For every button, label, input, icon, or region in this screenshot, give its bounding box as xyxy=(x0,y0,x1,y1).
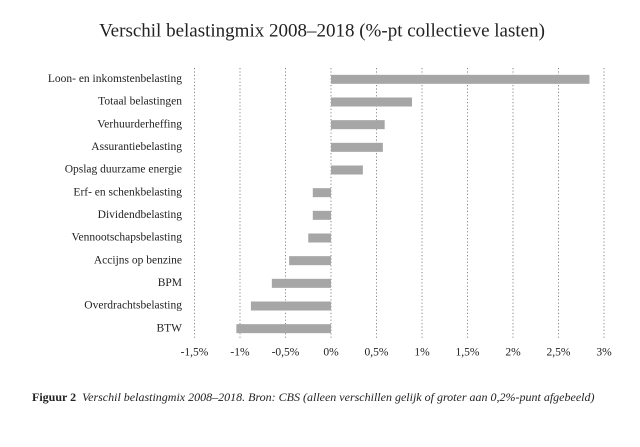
y-tick-label: Assurantiebelasting xyxy=(91,141,182,153)
x-tick-label: 0% xyxy=(323,347,339,359)
x-tick-label: 1% xyxy=(414,347,430,359)
caption: Figuur 2 Verschil belastingmix 2008–2018.… xyxy=(32,389,602,406)
bar xyxy=(331,74,590,84)
y-tick-label: Verhuurderheffing xyxy=(97,118,182,130)
chart-title: Verschil belastingmix 2008–2018 (%-pt co… xyxy=(99,20,545,41)
bar xyxy=(331,142,383,152)
y-tick-label: Vennootschapsbelasting xyxy=(71,232,182,244)
x-tick-label: 0,5% xyxy=(365,347,389,359)
bar xyxy=(331,165,363,175)
x-tick-label: 2,5% xyxy=(547,347,571,359)
y-tick-label: Erf- en schenkbelasting xyxy=(73,186,182,198)
x-tick-label: -1,5% xyxy=(181,347,209,359)
y-tick-label: BTW xyxy=(156,322,182,334)
x-tick-label: -0,5% xyxy=(272,347,300,359)
bar xyxy=(250,301,331,311)
y-tick-label: BPM xyxy=(158,277,182,289)
bar xyxy=(312,188,331,198)
bar xyxy=(271,278,331,288)
bar xyxy=(308,233,331,243)
y-tick-label: Totaal belastingen xyxy=(98,96,182,108)
caption-text: Verschil belastingmix 2008–2018. Bron: C… xyxy=(82,390,595,404)
bar xyxy=(331,120,385,130)
bar xyxy=(312,210,331,220)
x-tick-label: -1% xyxy=(230,347,250,359)
y-tick-label: Loon- en inkomstenbelasting xyxy=(48,73,182,85)
x-tick-label: 3% xyxy=(596,347,612,359)
chart: Verschil belastingmix 2008–2018 (%-pt co… xyxy=(48,20,612,359)
x-tick-label: 2% xyxy=(505,347,521,359)
bar xyxy=(331,97,412,107)
x-tick-label: 1,5% xyxy=(456,347,480,359)
caption-label: Figuur 2 xyxy=(32,390,77,404)
y-tick-label: Opslag duurzame energie xyxy=(65,164,182,176)
bar xyxy=(236,324,331,334)
y-tick-label: Dividendbelasting xyxy=(98,209,183,221)
bar xyxy=(289,256,331,266)
y-tick-label: Accijns op benzine xyxy=(94,254,182,266)
y-tick-label: Overdrachtsbelasting xyxy=(84,300,182,312)
